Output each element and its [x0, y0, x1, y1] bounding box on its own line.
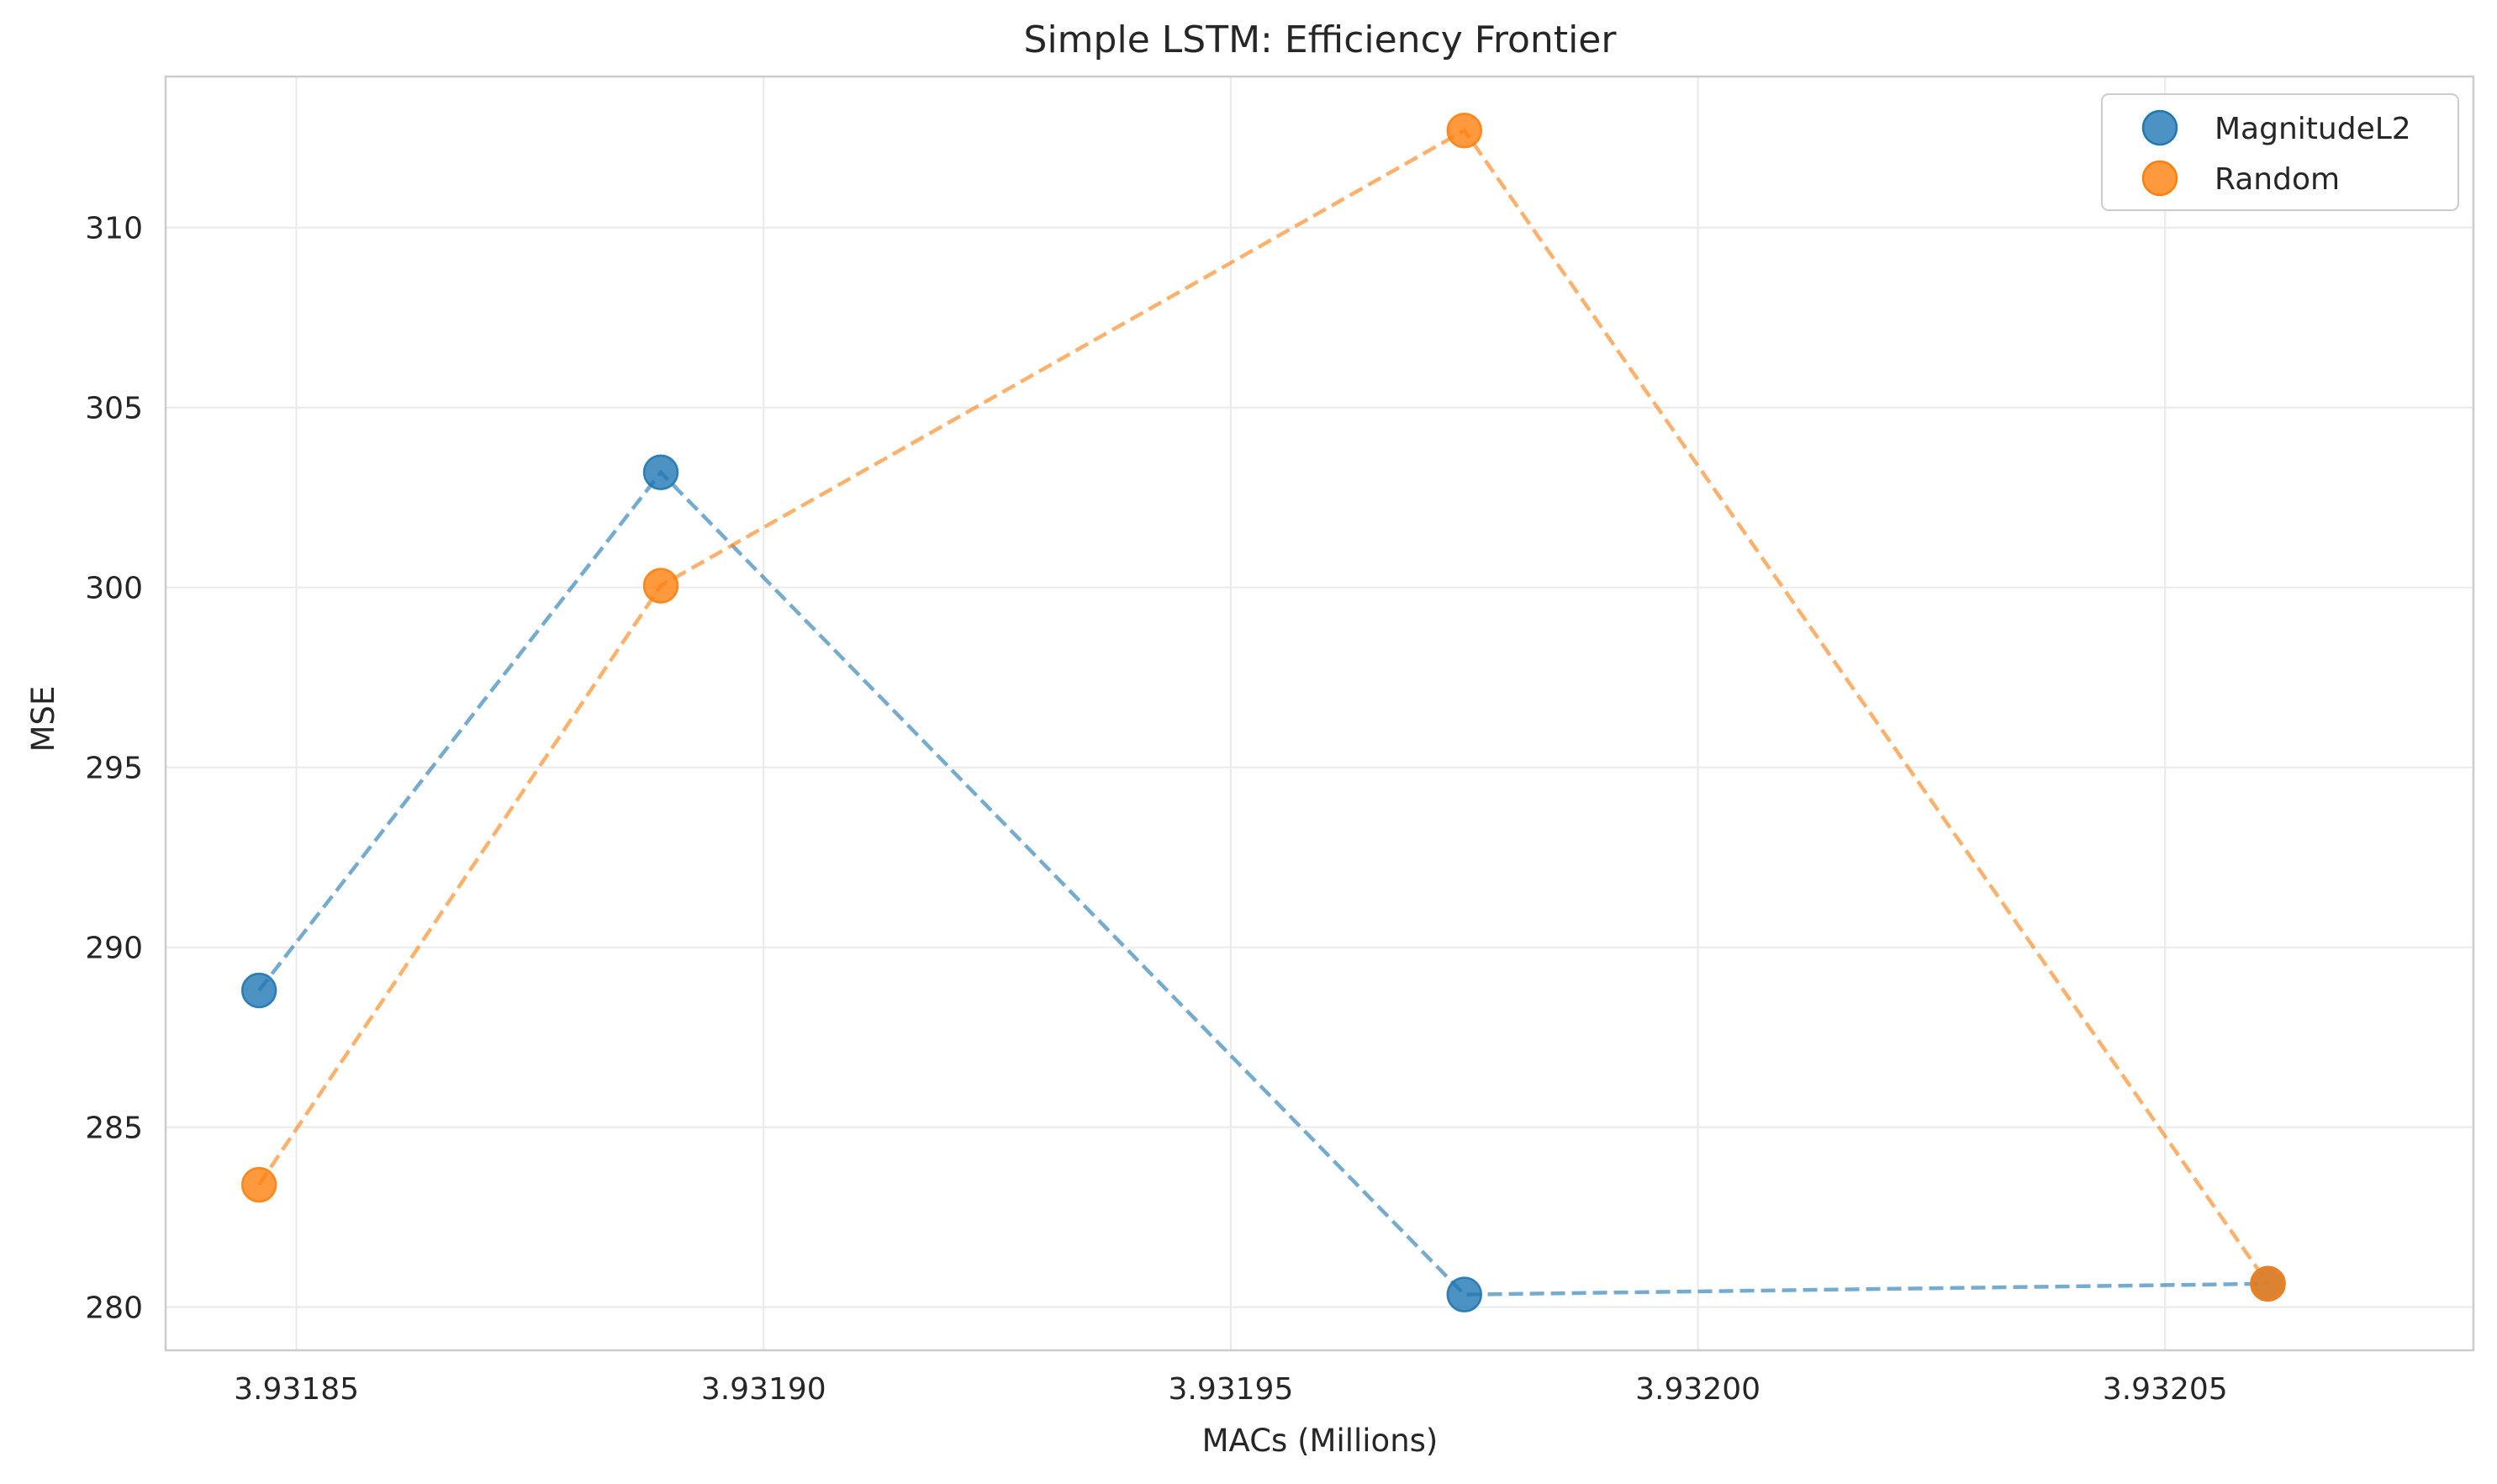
legend-marker [2141, 109, 2178, 146]
legend-items: MagnitudeL2 Random [2141, 109, 2411, 197]
x-tick-label: 3.93195 [1168, 1372, 1293, 1407]
data-point [240, 1166, 277, 1203]
series-line [257, 469, 2268, 1297]
grid [166, 77, 2473, 1350]
legend-marker [2141, 160, 2178, 197]
data-point [240, 972, 277, 1009]
chart-title: Simple LSTM: Efficiency Frontier [1024, 18, 1618, 61]
legend-label: Random [2215, 162, 2340, 197]
series-lines [257, 128, 2270, 1297]
y-tick-label: 305 [85, 392, 143, 426]
plot-frame [164, 75, 2475, 1352]
plot-background [166, 77, 2473, 1350]
series-points [240, 112, 2286, 1312]
x-axis-label: MACs (Millions) [1202, 1423, 1439, 1459]
plot-area [164, 75, 2475, 1352]
y-tick-label: 295 [85, 752, 143, 786]
y-axis-label: MSE [25, 686, 61, 753]
data-point [1446, 1276, 1483, 1312]
y-tick-label: 285 [85, 1112, 143, 1146]
x-tick-label: 3.93185 [234, 1372, 359, 1407]
series-line [257, 128, 2270, 1286]
legend: MagnitudeL2 Random [2101, 93, 2459, 211]
y-axis-ticks: 280 285 290 295 300 305 310 [85, 212, 143, 1326]
y-tick-label: 290 [85, 932, 143, 966]
data-point [642, 568, 679, 604]
legend-box [2101, 93, 2459, 211]
x-tick-label: 3.93205 [2103, 1372, 2228, 1407]
x-axis-ticks: 3.93185 3.93190 3.93195 3.93200 3.93205 [234, 1372, 2228, 1407]
x-tick-label: 3.93200 [1635, 1372, 1761, 1407]
x-tick-label: 3.93190 [701, 1372, 826, 1407]
data-point [642, 454, 679, 491]
y-tick-label: 300 [85, 572, 143, 606]
data-point [1446, 112, 1483, 149]
y-tick-label: 310 [85, 212, 143, 246]
legend-label: MagnitudeL2 [2215, 112, 2411, 146]
data-point [2250, 1265, 2286, 1302]
y-tick-label: 280 [85, 1291, 143, 1326]
